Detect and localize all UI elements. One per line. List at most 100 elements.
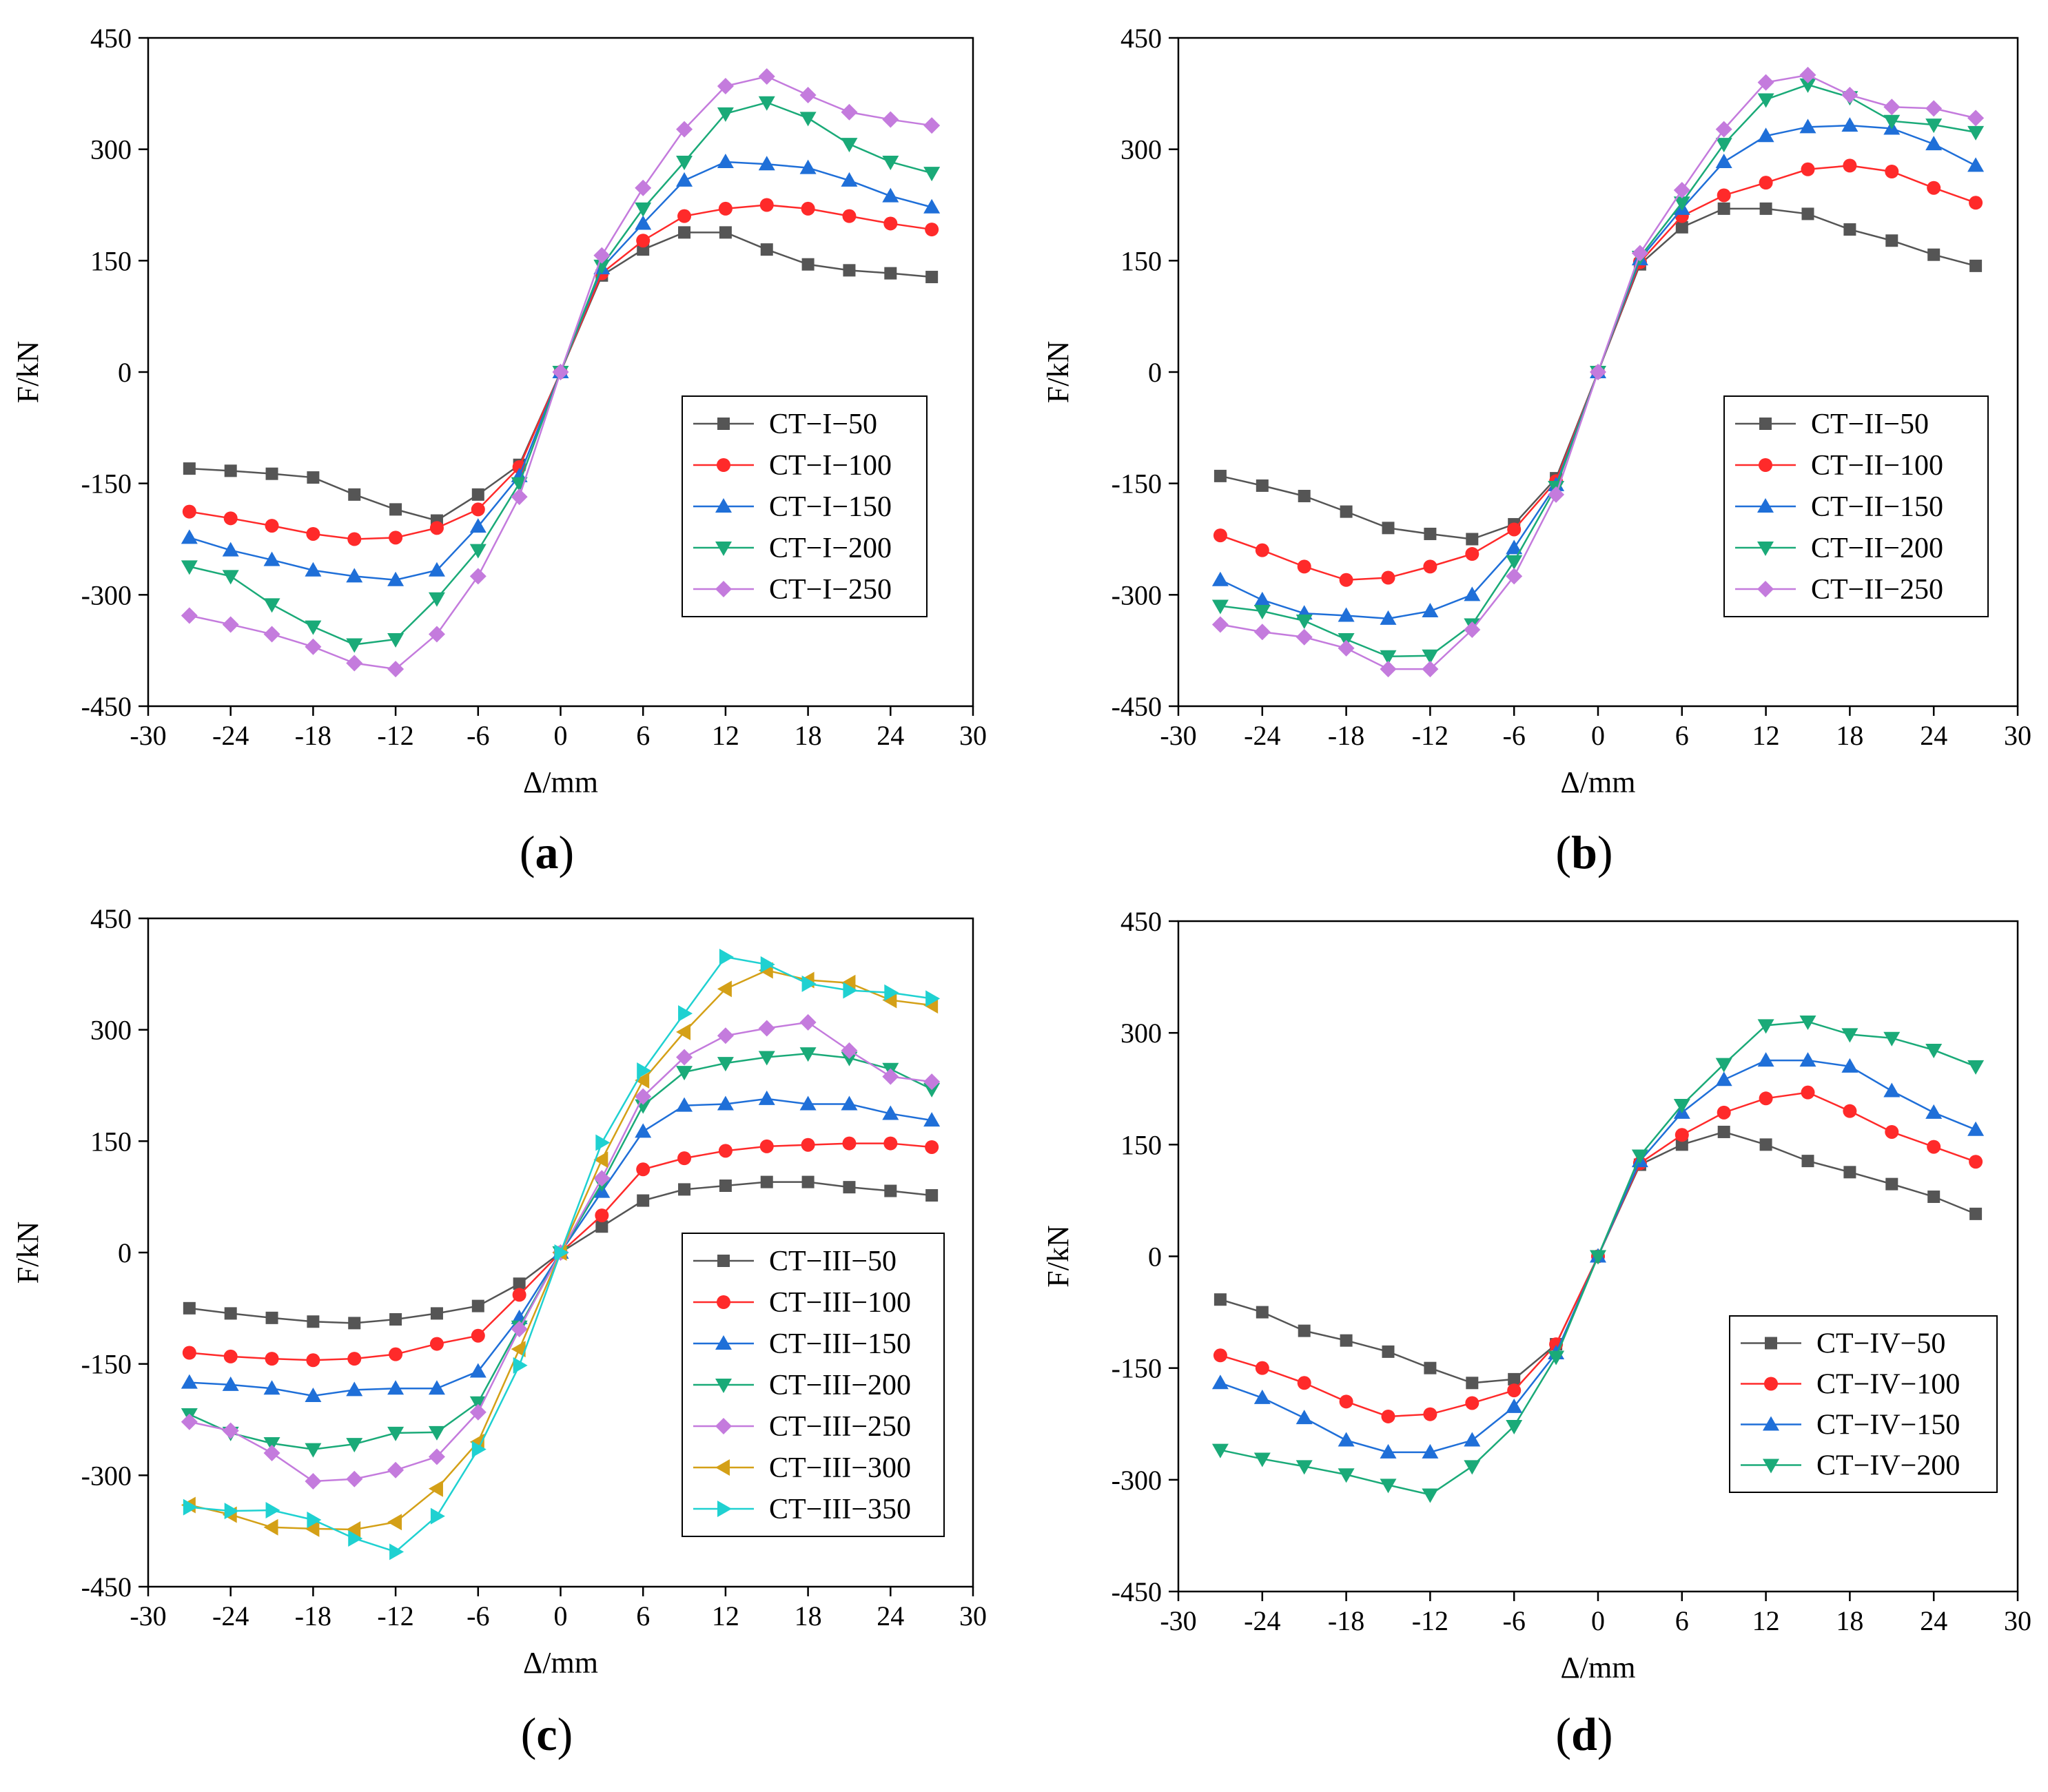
data-point — [923, 198, 941, 214]
data-point — [1759, 1091, 1773, 1106]
legend-marker — [1757, 581, 1774, 597]
data-point — [1256, 479, 1269, 492]
data-point — [1422, 661, 1439, 678]
data-point — [428, 562, 445, 577]
data-point — [346, 1381, 363, 1397]
data-point — [1675, 220, 1688, 234]
data-point — [181, 1374, 198, 1389]
data-point — [1507, 522, 1522, 537]
data-point — [925, 223, 939, 237]
data-point — [758, 1020, 775, 1037]
data-point — [1967, 1121, 1985, 1136]
data-point — [263, 1380, 280, 1395]
data-point — [1799, 1015, 1816, 1030]
data-point — [181, 607, 198, 624]
x-tick-label: -30 — [1160, 720, 1196, 751]
data-point — [389, 503, 402, 516]
chart-panel-d: -30 -24 -18 -12 -6 0 6 12 18 24 30 -450 -300 -150 0 150… — [1041, 906, 2031, 1760]
data-point — [841, 1095, 858, 1111]
legend-marker — [717, 458, 730, 472]
data-point — [593, 259, 611, 274]
data-point — [678, 226, 691, 239]
x-tick-label: 12 — [712, 1600, 739, 1631]
data-point — [265, 1311, 278, 1324]
data-point — [1717, 188, 1731, 203]
y-tick-label: 0 — [1148, 357, 1162, 388]
data-point — [1214, 1293, 1227, 1306]
legend-label: CT−III−300 — [769, 1452, 911, 1484]
series-CT−IV−200 — [1211, 1015, 1985, 1503]
data-point — [513, 1277, 526, 1290]
data-point — [1253, 591, 1271, 606]
data-point — [224, 1307, 237, 1320]
data-point — [676, 1049, 693, 1066]
panel-label: (d) — [1555, 1708, 1612, 1760]
data-point — [1422, 603, 1439, 618]
data-point — [513, 1357, 528, 1374]
data-point — [1883, 114, 1901, 130]
data-point — [1296, 1410, 1313, 1425]
data-point — [799, 1013, 817, 1031]
data-point — [222, 570, 239, 585]
data-point — [717, 1057, 734, 1072]
data-point — [1759, 202, 1772, 215]
data-point — [1759, 1138, 1772, 1151]
data-point — [307, 471, 320, 484]
data-point — [1296, 1460, 1313, 1475]
legend-marker — [715, 581, 732, 597]
legend-marker — [715, 1459, 730, 1476]
data-point — [554, 1244, 569, 1261]
legend-marker — [715, 1335, 732, 1350]
data-point — [346, 1470, 363, 1487]
data-point — [1506, 539, 1523, 555]
data-point — [635, 1123, 652, 1138]
x-tick-label: 24 — [1920, 720, 1947, 751]
data-point — [263, 1436, 280, 1452]
data-point — [1799, 78, 1816, 93]
data-point — [1715, 153, 1732, 168]
data-point — [925, 1140, 939, 1154]
legend-label: CT−I−200 — [769, 533, 892, 564]
y-tick-label: -150 — [81, 1349, 132, 1380]
data-point — [1423, 559, 1437, 574]
x-tick-label: 12 — [712, 720, 739, 751]
data-point — [305, 1472, 322, 1490]
data-point — [471, 1441, 487, 1458]
data-point — [677, 1151, 692, 1166]
data-point — [305, 1520, 320, 1537]
data-point — [387, 661, 405, 678]
data-point — [263, 1445, 280, 1461]
x-tick-label: 0 — [1591, 720, 1605, 751]
legend-label: CT−I−100 — [769, 450, 892, 482]
legend-marker — [715, 1418, 732, 1434]
data-point — [183, 1499, 198, 1516]
x-tick-label: -6 — [1503, 1605, 1526, 1636]
legend-marker — [717, 418, 730, 430]
data-point — [222, 616, 239, 633]
data-point — [428, 592, 445, 607]
data-point — [1675, 1138, 1688, 1151]
data-point — [469, 544, 487, 559]
data-point — [1799, 66, 1816, 83]
y-tick-label: -150 — [1112, 1353, 1162, 1384]
data-point — [1255, 543, 1269, 557]
data-point — [1466, 1377, 1479, 1390]
legend-label: CT−II−250 — [1811, 574, 1943, 606]
data-point — [387, 1426, 405, 1441]
data-point — [263, 551, 280, 566]
data-point — [1297, 559, 1311, 574]
data-point — [1841, 1058, 1858, 1073]
data-point — [1338, 607, 1355, 622]
data-point — [1253, 605, 1271, 620]
data-point — [925, 990, 941, 1007]
data-point — [1927, 1191, 1941, 1204]
data-point — [348, 1317, 361, 1330]
data-point — [428, 1380, 445, 1395]
data-point — [1967, 1060, 1985, 1075]
x-tick-label: 18 — [795, 1600, 822, 1631]
data-point — [843, 1181, 856, 1194]
data-point — [512, 1288, 526, 1302]
data-point — [428, 1425, 445, 1441]
data-point — [1464, 586, 1481, 601]
legend-marker — [717, 1501, 732, 1517]
